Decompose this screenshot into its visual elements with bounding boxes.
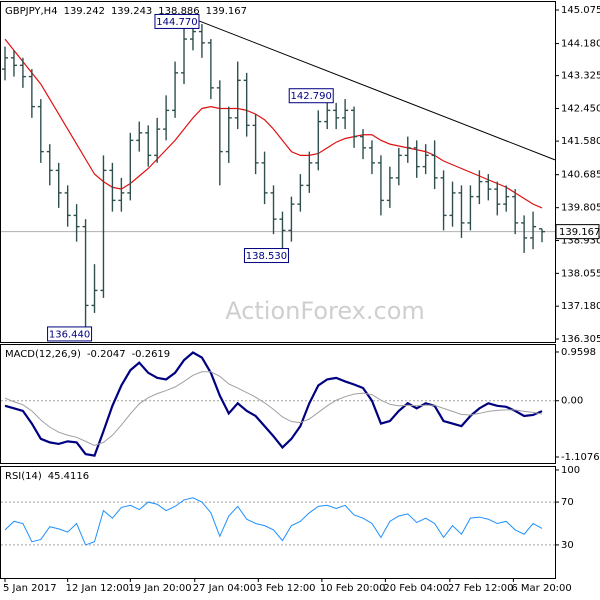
annotation-label: 138.530: [246, 251, 287, 262]
x-tick-label: 27 Feb 12:00: [448, 583, 514, 594]
x-tick-label: 27 Jan 04:00: [193, 583, 256, 594]
panel-header: 45.4116: [48, 471, 89, 482]
series-line: [4, 497, 543, 546]
y-tick-label: 145.075: [561, 5, 600, 16]
x-tick-label: 5 Jan 2017: [3, 583, 57, 594]
series-line: [4, 371, 543, 446]
y-tick-label: 139.805: [561, 203, 600, 214]
series-line: [4, 351, 543, 457]
x-tick-label: 6 Mar 20:00: [511, 583, 571, 594]
annotation-box: [243, 248, 289, 264]
y-tick-label: 70: [561, 497, 574, 508]
y-tick-label: -1.1076: [561, 452, 600, 463]
annotation-label: 136.440: [49, 329, 90, 340]
annotation-label: 144.770: [156, 17, 197, 28]
panel-header: 139.167: [206, 6, 247, 17]
panel-header: -0.2047: [87, 349, 126, 360]
annotation-box: [288, 88, 334, 104]
x-tick-label: 20 Feb 04:00: [383, 583, 449, 594]
y-tick-label: 140.685: [561, 170, 600, 181]
y-tick-label: 30: [561, 540, 574, 551]
y-tick-label: 138.930: [561, 236, 600, 247]
y-tick-label: 137.180: [561, 301, 600, 312]
x-tick-label: 3 Feb 12:00: [256, 583, 315, 594]
y-tick-label: 0.9598: [561, 347, 596, 358]
panel-header: 138.886: [158, 6, 199, 17]
panel-header: -0.2619: [132, 349, 171, 360]
panel-header: MACD(12,26,9): [5, 349, 81, 360]
panel: [0, 1, 556, 343]
panel-header: 139.243: [111, 6, 152, 17]
y-tick-label: 141.580: [561, 136, 600, 147]
moving-average: [4, 38, 543, 209]
y-tick-label: 100: [561, 465, 580, 476]
panel-header: GBPJPY,H4: [5, 6, 58, 17]
annotation-box: [154, 13, 200, 29]
x-tick-label: 12 Jan 12:00: [66, 583, 129, 594]
y-tick-label: 144.180: [561, 39, 600, 50]
y-tick-label: 143.325: [561, 71, 600, 82]
current-price-label: 139.167: [559, 227, 600, 238]
trendline: [183, 14, 556, 161]
annotation-label: 142.790: [291, 91, 332, 102]
watermark: ActionForex.com: [225, 297, 425, 325]
panel-header: RSI(14): [5, 471, 42, 482]
panel: [0, 466, 556, 579]
x-tick-label: 19 Jan 20:00: [128, 583, 191, 594]
panel-header: 139.242: [64, 6, 105, 17]
panel: [0, 344, 556, 464]
annotation-box: [47, 326, 93, 342]
current-price-box: [555, 224, 600, 240]
y-tick-label: 136.305: [561, 334, 600, 345]
y-tick-label: 142.450: [561, 103, 600, 114]
x-tick-label: 10 Feb 20:00: [320, 583, 386, 594]
y-tick-label: 138.055: [561, 268, 600, 279]
y-tick-label: 0.00: [561, 396, 583, 407]
